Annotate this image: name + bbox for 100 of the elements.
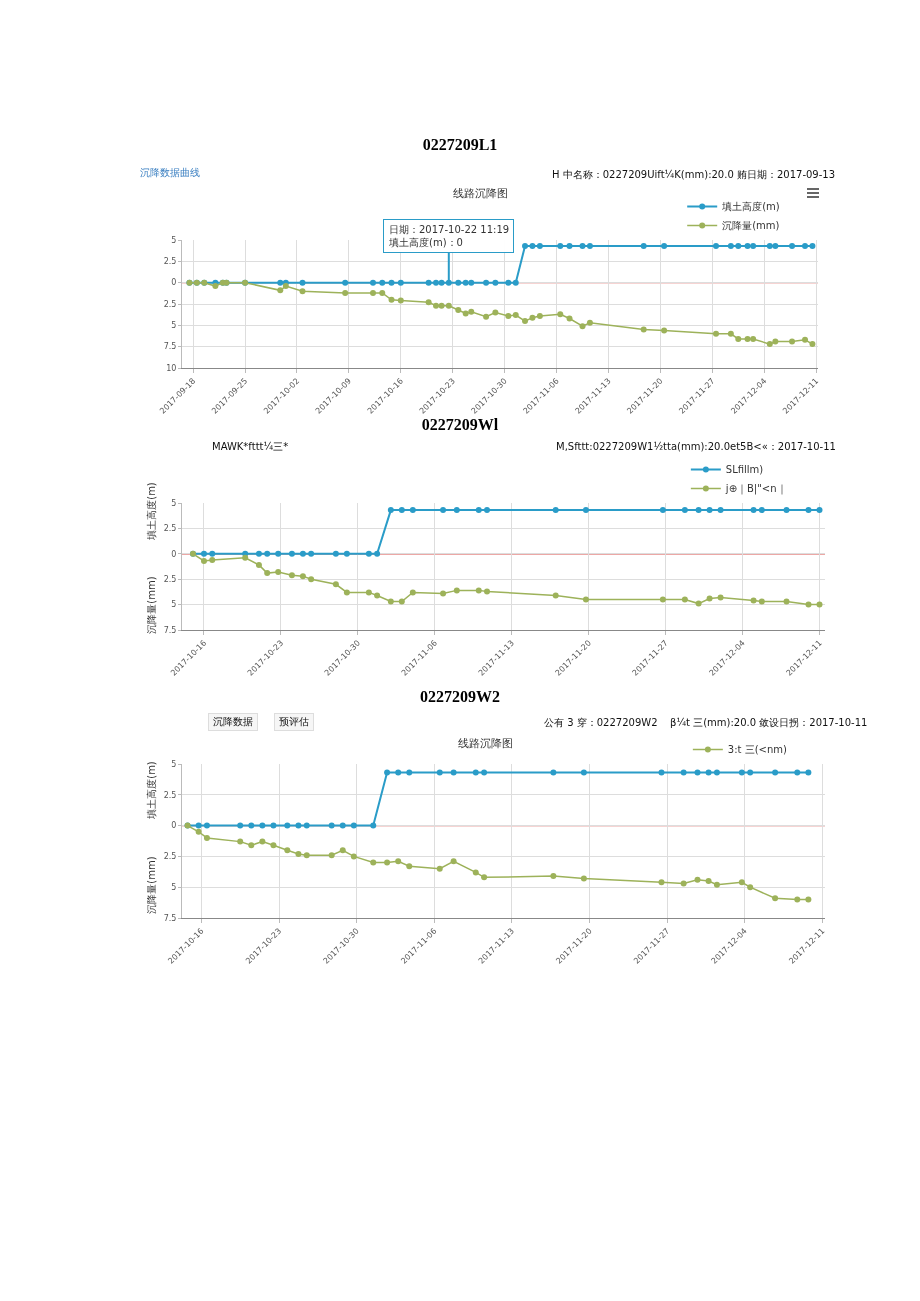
point xyxy=(433,302,440,309)
point xyxy=(369,279,376,286)
point xyxy=(794,896,801,903)
point xyxy=(440,507,447,514)
point xyxy=(706,507,713,514)
point xyxy=(445,302,452,309)
point xyxy=(374,550,381,557)
point xyxy=(744,335,751,342)
point xyxy=(308,576,315,583)
point xyxy=(766,341,773,348)
point xyxy=(440,590,447,597)
y-tick-label: 7.5 xyxy=(163,625,177,635)
y-tick-label: 2.5 xyxy=(163,257,177,267)
point xyxy=(425,279,432,286)
point xyxy=(640,242,647,249)
point xyxy=(288,550,295,557)
point xyxy=(717,507,724,514)
point xyxy=(384,859,391,866)
point xyxy=(200,557,207,564)
point xyxy=(255,561,262,568)
point xyxy=(453,507,460,514)
y-tick-label: 2.5 xyxy=(163,852,177,862)
text: 公有 3 穿：0227209W2 xyxy=(544,716,658,730)
point xyxy=(758,507,765,514)
point xyxy=(805,896,812,903)
text: MAWK*fttt¼三* xyxy=(212,440,289,454)
point xyxy=(772,769,779,776)
point xyxy=(658,879,665,886)
point xyxy=(462,310,469,317)
point xyxy=(747,884,754,891)
point xyxy=(282,283,289,290)
point xyxy=(203,834,210,841)
point xyxy=(713,881,720,888)
point xyxy=(481,874,488,881)
chart-title: 0227209W2 xyxy=(419,688,501,706)
point xyxy=(680,769,687,776)
point xyxy=(248,822,255,829)
point xyxy=(492,279,499,286)
text: β¼t 三(mm):20.0 敛设日拐：2017-10-11 xyxy=(670,716,868,730)
point xyxy=(484,507,491,514)
point xyxy=(200,550,207,557)
point xyxy=(579,242,586,249)
point xyxy=(789,338,796,345)
point xyxy=(242,554,249,561)
point xyxy=(374,592,381,599)
point xyxy=(772,338,779,345)
point xyxy=(450,769,457,776)
point xyxy=(529,314,536,321)
point xyxy=(462,279,469,286)
point xyxy=(536,242,543,249)
point xyxy=(365,589,372,596)
text: M,Sfttt:0227209W1½tta(mm):20.0et5B<«：2017-10-11 xyxy=(556,440,836,454)
point xyxy=(303,852,310,859)
point xyxy=(522,318,529,325)
point xyxy=(299,288,306,295)
point xyxy=(275,550,282,557)
point xyxy=(705,769,712,776)
point xyxy=(264,570,271,577)
point xyxy=(681,596,688,603)
legend-label: 3:t 三(<nm) xyxy=(727,744,788,756)
point xyxy=(750,597,757,604)
point xyxy=(284,847,291,854)
point xyxy=(750,242,757,249)
point xyxy=(794,769,801,776)
point xyxy=(586,319,593,326)
point xyxy=(436,865,443,872)
point xyxy=(505,312,512,319)
point xyxy=(695,507,702,514)
point xyxy=(750,335,757,342)
point xyxy=(308,550,315,557)
point xyxy=(758,598,765,605)
point xyxy=(406,769,413,776)
point xyxy=(237,822,244,829)
point xyxy=(550,769,557,776)
point xyxy=(303,822,310,829)
point xyxy=(727,330,734,337)
point xyxy=(277,279,284,286)
point xyxy=(738,769,745,776)
point xyxy=(409,589,416,596)
point xyxy=(284,822,291,829)
point xyxy=(409,507,416,514)
point xyxy=(468,279,475,286)
point xyxy=(406,863,413,870)
point xyxy=(661,327,668,334)
point xyxy=(512,312,519,319)
point xyxy=(350,853,357,860)
point xyxy=(395,858,402,865)
point xyxy=(582,507,589,514)
y-tick-label: 5 xyxy=(171,883,177,892)
point xyxy=(397,279,404,286)
point xyxy=(369,289,376,296)
text: 沉降数据曲线 xyxy=(140,166,200,180)
point xyxy=(209,550,216,557)
point xyxy=(259,822,266,829)
point xyxy=(809,341,816,348)
point xyxy=(295,850,302,857)
point xyxy=(379,279,386,286)
point xyxy=(237,838,244,845)
point xyxy=(384,769,391,776)
point xyxy=(270,822,277,829)
